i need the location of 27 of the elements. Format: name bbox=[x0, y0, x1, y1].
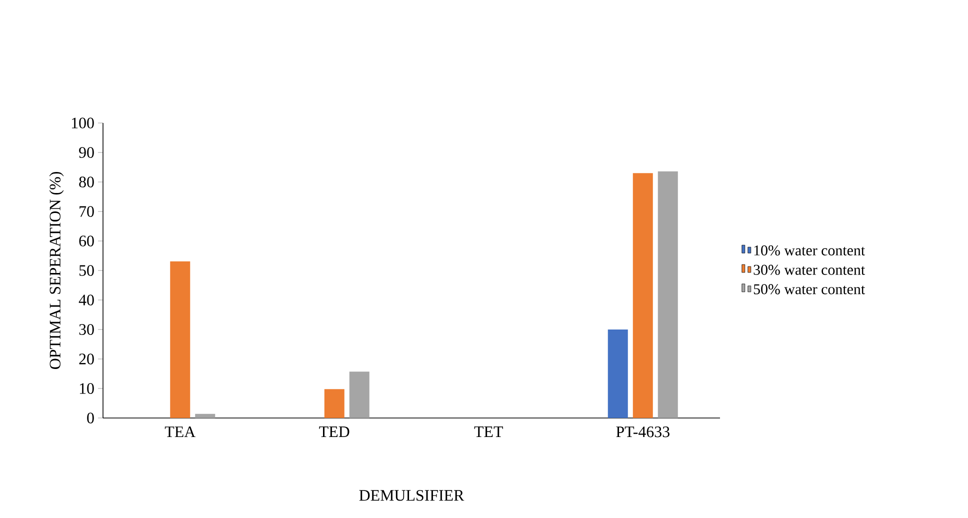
y-tick-label: 0 bbox=[87, 412, 94, 424]
x-tick-label: TEA bbox=[164, 426, 196, 438]
bar bbox=[608, 329, 628, 418]
y-tick-label: 100 bbox=[72, 118, 94, 128]
x-tick-label: TED bbox=[319, 426, 350, 437]
x-tick-label: TET bbox=[474, 426, 503, 437]
x-tick-label: PT-4633 bbox=[616, 426, 670, 438]
y-axis-title: OPTIMAL SEPERATION (%) bbox=[49, 172, 64, 370]
y-tick-label: 20 bbox=[79, 354, 94, 364]
y-tick-label: 60 bbox=[79, 236, 94, 246]
bar bbox=[170, 261, 190, 418]
bar bbox=[195, 414, 216, 418]
y-tick-label: 70 bbox=[80, 206, 94, 217]
x-axis-title: DEMULSIFIER bbox=[359, 490, 464, 501]
bar bbox=[349, 372, 370, 418]
y-tick-label: 80 bbox=[79, 176, 94, 188]
y-tick-label: 90 bbox=[79, 147, 94, 158]
legend-label: 10% water content bbox=[754, 245, 866, 256]
bar bbox=[632, 173, 653, 418]
y-tick-label: 40 bbox=[78, 294, 94, 306]
legend-label: 30% water content bbox=[754, 264, 866, 275]
bar bbox=[324, 389, 344, 418]
legend-label: 50% water content bbox=[754, 284, 866, 294]
y-tick-label: 50 bbox=[79, 265, 94, 276]
bar bbox=[658, 171, 678, 418]
y-tick-label: 10 bbox=[80, 383, 94, 394]
y-tick-label: 30 bbox=[79, 324, 94, 335]
